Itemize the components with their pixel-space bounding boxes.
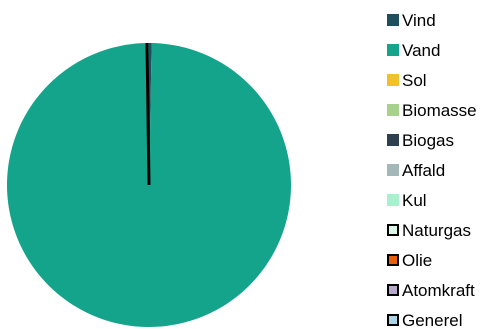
legend-label-affald: Affald [402,161,445,180]
legend-swatch-generel [387,314,399,326]
legend-label-kul: Kul [402,191,427,210]
legend-swatch-naturgas [387,224,399,236]
legend-item-biogas: Biogas [387,131,454,150]
legend-item-biomasse: Biomasse [387,101,477,120]
legend-item-naturgas: Naturgas [387,221,471,240]
legend-label-biogas: Biogas [402,131,454,150]
legend-item-vind: Vind [387,11,436,30]
legend-swatch-affald [387,164,399,176]
legend-label-vand: Vand [402,41,440,60]
legend-item-kul: Kul [387,191,427,210]
legend-item-olie: Olie [387,251,432,270]
pie-slice-edge-vind [145,42,151,186]
legend-swatch-vind [387,14,399,26]
legend-swatch-biomasse [387,104,399,116]
legend-swatch-atomkraft [387,284,399,296]
legend-item-generel: Generel [387,311,462,329]
legend-label-olie: Olie [402,251,432,270]
legend-label-biomasse: Biomasse [402,101,477,120]
pie [6,42,291,327]
legend-label-sol: Sol [402,71,427,90]
legend-label-generel: Generel [402,311,462,329]
legend-label-atomkraft: Atomkraft [402,281,475,300]
legend: Vind Vand Sol Biomasse Biogas Affald Kul Naturg… [387,11,477,329]
legend-swatch-vand [387,44,399,56]
legend-item-sol: Sol [387,71,427,90]
legend-label-vind: Vind [402,11,436,30]
legend-swatch-sol [387,74,399,86]
legend-swatch-kul [387,194,399,206]
legend-swatch-biogas [387,134,399,146]
legend-item-vand: Vand [387,41,440,60]
legend-label-naturgas: Naturgas [402,221,471,240]
legend-swatch-olie [387,254,399,266]
legend-item-affald: Affald [387,161,445,180]
legend-item-atomkraft: Atomkraft [387,281,475,300]
